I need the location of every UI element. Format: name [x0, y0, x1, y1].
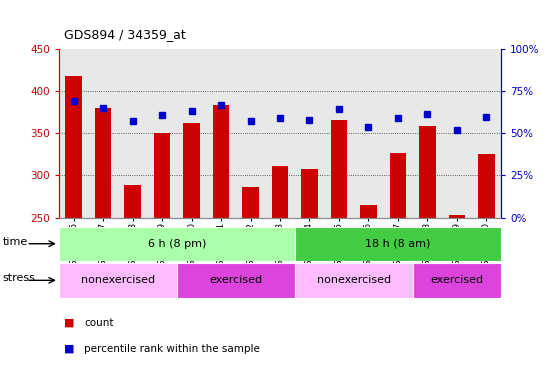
Bar: [390, 153, 406, 218]
Text: ■: ■: [64, 344, 75, 354]
Bar: [478, 154, 494, 218]
Text: stress: stress: [3, 273, 36, 284]
Bar: [272, 166, 288, 218]
Text: time: time: [3, 237, 28, 247]
Text: nonexercised: nonexercised: [316, 275, 391, 285]
Bar: [242, 187, 259, 218]
Bar: [59, 262, 177, 298]
Bar: [331, 120, 347, 218]
Text: 6 h (8 pm): 6 h (8 pm): [148, 239, 206, 249]
Text: exercised: exercised: [431, 275, 483, 285]
Text: 18 h (8 am): 18 h (8 am): [365, 239, 431, 249]
Text: nonexercised: nonexercised: [81, 275, 155, 285]
Bar: [419, 126, 436, 218]
Bar: [213, 105, 229, 218]
Bar: [154, 133, 170, 218]
Bar: [184, 123, 199, 218]
Bar: [177, 262, 295, 298]
Bar: [413, 262, 501, 298]
Bar: [295, 262, 413, 298]
Text: count: count: [84, 318, 114, 327]
Bar: [59, 227, 295, 261]
Text: exercised: exercised: [209, 275, 262, 285]
Bar: [361, 205, 376, 218]
Bar: [295, 227, 501, 261]
Bar: [66, 76, 82, 217]
Bar: [301, 169, 318, 217]
Bar: [95, 108, 111, 218]
Text: ■: ■: [64, 318, 75, 327]
Text: GDS894 / 34359_at: GDS894 / 34359_at: [64, 28, 186, 41]
Text: percentile rank within the sample: percentile rank within the sample: [84, 344, 260, 354]
Bar: [124, 184, 141, 218]
Bar: [449, 215, 465, 217]
